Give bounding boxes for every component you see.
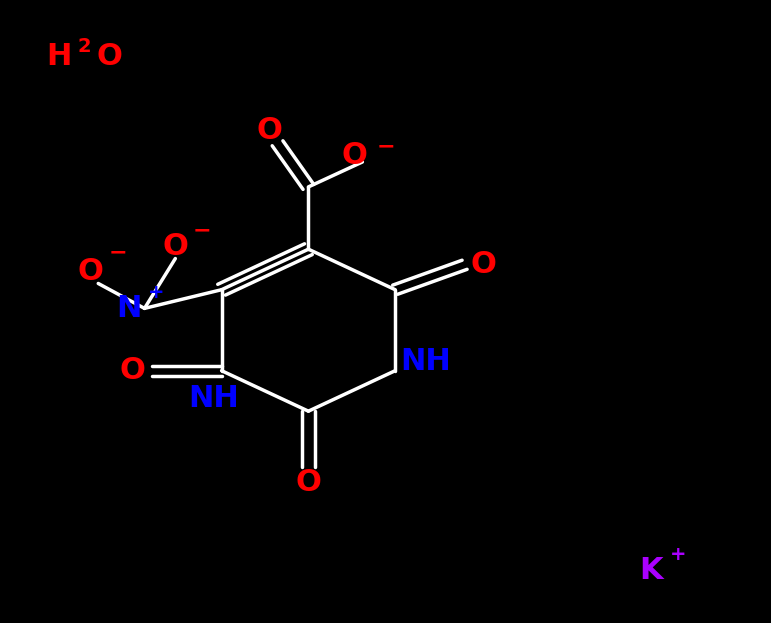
Text: O: O <box>78 257 103 285</box>
Text: O: O <box>471 250 497 279</box>
Text: −: − <box>108 242 126 262</box>
Text: O: O <box>120 356 146 385</box>
Text: +: + <box>148 283 164 302</box>
Text: O: O <box>96 42 123 70</box>
Text: O: O <box>163 232 188 260</box>
Text: −: − <box>193 221 211 240</box>
Text: H: H <box>46 42 72 70</box>
Text: O: O <box>257 117 283 145</box>
Text: O: O <box>295 468 322 497</box>
Text: O: O <box>342 141 368 170</box>
Text: K: K <box>640 556 663 584</box>
Text: NH: NH <box>401 347 451 376</box>
Text: NH: NH <box>189 384 239 413</box>
Text: −: − <box>376 136 395 156</box>
Text: N: N <box>116 294 142 323</box>
Text: +: + <box>670 545 687 564</box>
Text: 2: 2 <box>77 37 91 56</box>
